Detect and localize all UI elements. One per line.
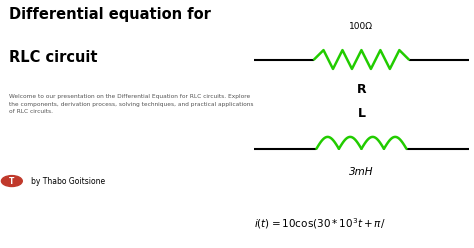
Text: L: L bbox=[357, 107, 365, 120]
Text: R: R bbox=[356, 83, 366, 96]
Text: T: T bbox=[9, 177, 15, 186]
Text: $\mathit{i}(t) = 10\cos(30 * 10^3 t + \pi /$: $\mathit{i}(t) = 10\cos(30 * 10^3 t + \p… bbox=[254, 216, 385, 231]
Text: Welcome to our presentation on the Differential Equation for RLC circuits. Explo: Welcome to our presentation on the Diffe… bbox=[9, 94, 254, 114]
Text: 3mH: 3mH bbox=[349, 167, 374, 177]
Text: RLC circuit: RLC circuit bbox=[9, 50, 98, 64]
Circle shape bbox=[1, 176, 22, 186]
Text: by Thabo Goitsione: by Thabo Goitsione bbox=[31, 177, 105, 186]
Text: 100Ω: 100Ω bbox=[349, 22, 374, 31]
Text: Differential equation for: Differential equation for bbox=[9, 7, 211, 22]
